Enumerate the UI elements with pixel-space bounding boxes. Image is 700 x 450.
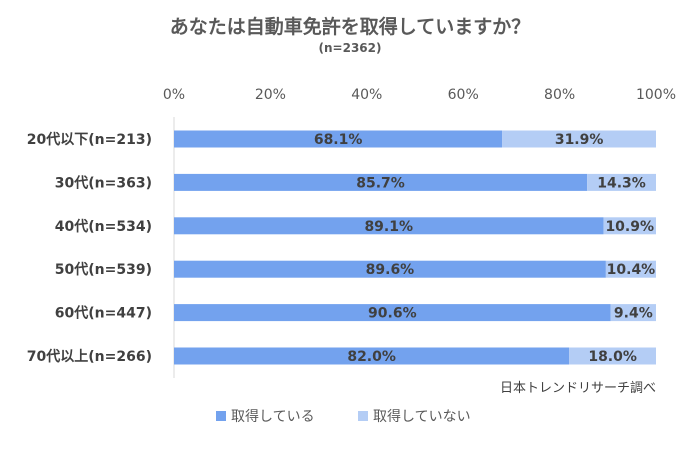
category-label: 40代(n=534) [55,218,152,235]
legend-label: 取得している [231,408,315,425]
data-label: 10.4% [607,262,656,278]
bar-segment-not-licensed [610,304,656,322]
source-note: 日本トレンドリサーチ調べ [500,381,656,396]
x-tick-label: 100% [636,87,676,103]
bar-segment-licensed [174,130,503,148]
bar-segment-not-licensed [502,130,656,148]
x-tick-label: 0% [163,87,185,103]
data-label: 82.0% [347,349,396,365]
bar-segment-licensed [174,260,606,278]
category-label: 30代(n=363) [55,174,152,191]
data-label: 68.1% [314,132,363,148]
category-label: 20代以下(n=213) [27,131,152,148]
data-label: 89.6% [366,262,415,278]
legend-label: 取得していない [373,408,471,425]
bar-segment-not-licensed [569,347,656,365]
bar-segment-licensed [174,347,570,365]
bar-segment-licensed [174,304,611,322]
data-label: 10.9% [605,219,654,235]
data-label: 18.0% [588,349,637,365]
x-tick-label: 80% [544,87,575,103]
legend-swatch [358,411,368,421]
category-label: 50代(n=539) [55,261,152,278]
x-tick-label: 60% [448,87,479,103]
category-label: 70代以上(n=266) [27,348,152,365]
data-label: 9.4% [614,306,653,322]
chart-subtitle: (n=2362) [318,41,382,55]
bar-segment-not-licensed [587,173,656,191]
bar-segment-not-licensed [605,260,656,278]
data-label: 31.9% [555,132,604,148]
x-tick-label: 40% [351,87,382,103]
chart-title: あなたは自動車免許を取得していますか？ [169,16,531,38]
x-tick-label: 20% [255,87,286,103]
data-label: 85.7% [356,175,405,191]
bar-segment-licensed [174,217,604,235]
data-label: 89.1% [364,219,413,235]
data-label: 14.3% [597,175,646,191]
data-label: 90.6% [368,306,417,322]
category-label: 60代(n=447) [55,305,152,322]
legend-swatch [216,411,226,421]
bar-segment-licensed [174,173,588,191]
bar-segment-not-licensed [603,217,656,235]
